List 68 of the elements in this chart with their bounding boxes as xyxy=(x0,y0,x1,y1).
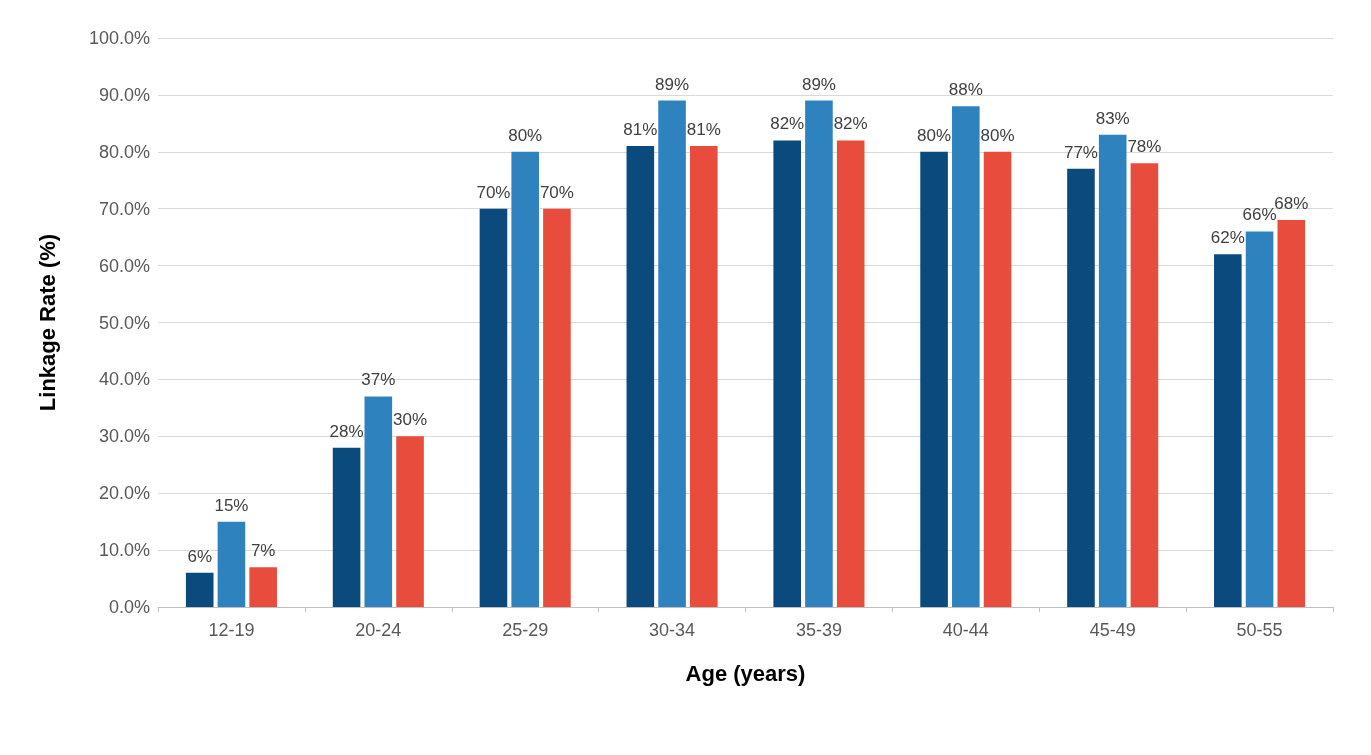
bar xyxy=(511,151,539,607)
bar xyxy=(836,140,865,607)
data-label: 78% xyxy=(1127,137,1162,157)
data-label: 80% xyxy=(980,125,1015,145)
bar xyxy=(217,521,246,607)
bar xyxy=(920,151,948,607)
y-tick-label: 40.0% xyxy=(98,369,150,390)
data-label: 82% xyxy=(770,114,805,134)
bar xyxy=(1277,220,1306,607)
y-tick-label: 90.0% xyxy=(98,84,150,105)
data-label: 83% xyxy=(1095,108,1130,128)
x-tick-label: 25-29 xyxy=(502,620,549,640)
bar xyxy=(805,100,833,607)
y-tick-label: 50.0% xyxy=(98,312,150,333)
x-tick-label: 50-55 xyxy=(1236,620,1283,640)
bar xyxy=(364,396,393,607)
bar xyxy=(543,208,571,607)
data-label: 89% xyxy=(655,74,690,94)
y-tick-label: 70.0% xyxy=(98,198,150,219)
data-label: 28% xyxy=(329,421,364,441)
x-tick-label: 35-39 xyxy=(795,620,842,640)
data-label: 81% xyxy=(623,120,658,140)
bar xyxy=(1214,254,1242,607)
x-tick-label: 20-24 xyxy=(355,620,402,640)
y-tick-label: 80.0% xyxy=(98,141,150,162)
data-label: 80% xyxy=(508,125,543,145)
y-tick-label: 0.0% xyxy=(108,597,150,617)
bar xyxy=(479,208,508,607)
data-label: 15% xyxy=(214,495,249,515)
data-label: 70% xyxy=(539,182,574,202)
bar xyxy=(1098,134,1127,607)
data-label: 7% xyxy=(250,541,276,561)
x-tick-label: 30-34 xyxy=(649,620,696,640)
y-tick-label: 20.0% xyxy=(98,483,150,504)
bar xyxy=(1245,231,1274,607)
x-tick-label: 40-44 xyxy=(942,620,989,640)
bar xyxy=(626,146,655,607)
data-label: 70% xyxy=(476,182,511,202)
bar xyxy=(952,106,980,607)
data-label: 89% xyxy=(801,74,836,94)
data-label: 77% xyxy=(1063,142,1098,162)
data-label: 80% xyxy=(917,125,952,145)
data-label: 88% xyxy=(948,80,983,100)
bar xyxy=(658,100,686,607)
bar xyxy=(1130,163,1159,607)
data-label: 62% xyxy=(1210,228,1245,248)
y-axis-title: Linkage Rate (%) xyxy=(34,233,60,412)
x-tick-label: 45-49 xyxy=(1089,620,1136,640)
data-label: 37% xyxy=(361,370,396,390)
y-tick-label: 60.0% xyxy=(98,255,150,276)
y-tick-label: 30.0% xyxy=(98,426,150,447)
data-label: 6% xyxy=(187,546,212,566)
y-tick-label: 10.0% xyxy=(98,540,150,561)
bar xyxy=(773,140,801,607)
bar xyxy=(690,146,718,607)
bar xyxy=(1067,168,1095,607)
x-axis-title: Age (years) xyxy=(685,660,806,686)
bar xyxy=(983,151,1012,607)
bar xyxy=(396,436,424,607)
data-label: 68% xyxy=(1274,194,1309,214)
bar xyxy=(185,572,214,607)
bar xyxy=(249,567,277,607)
data-label: 81% xyxy=(686,120,721,140)
data-label: 30% xyxy=(393,410,428,430)
y-tick-label: 100.0% xyxy=(88,28,150,48)
data-label: 82% xyxy=(833,114,868,134)
x-tick-label: 12-19 xyxy=(208,620,255,640)
bar xyxy=(332,447,361,607)
